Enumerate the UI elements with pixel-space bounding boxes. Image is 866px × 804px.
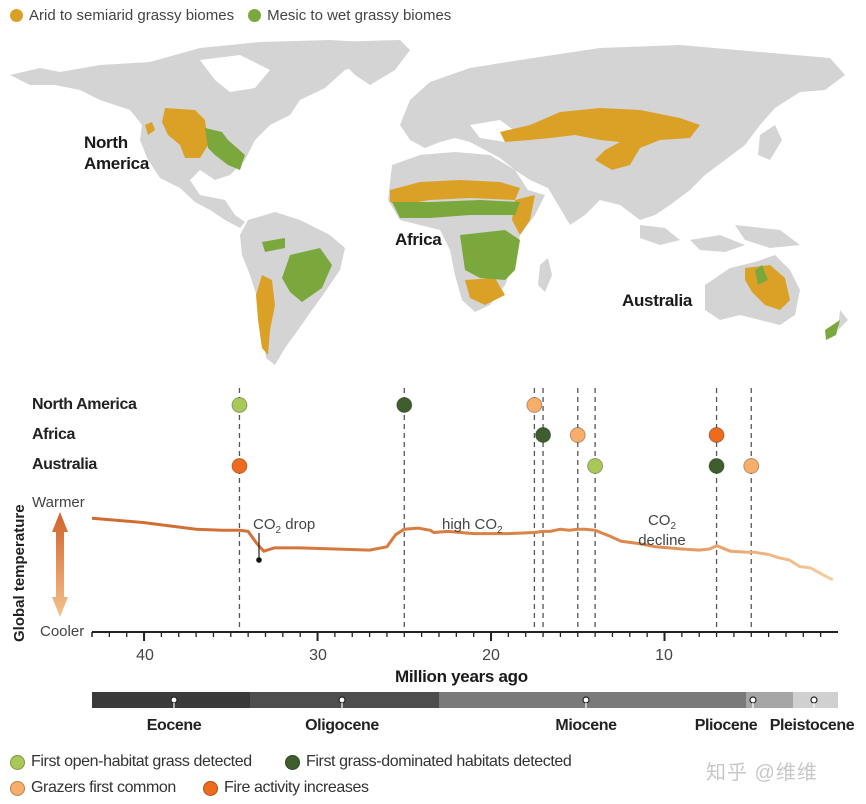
event-dot [231, 397, 248, 413]
temperature-chart [52, 388, 838, 641]
temperature-line [91, 516, 834, 582]
fire-icon [203, 780, 218, 796]
annotation-co2-decline: CO2 decline [632, 512, 692, 549]
legend-label-grazers: Grazers first common [31, 779, 176, 796]
x-tick-20: 20 [482, 647, 500, 664]
legend-label-grass-dominated: First grass-dominated habitats detected [306, 753, 572, 770]
arid-swatch-icon [10, 8, 23, 22]
mesic-biomes [205, 128, 840, 340]
event-dot [535, 427, 552, 443]
legend-item-grass-dominated: First grass-dominated habitats detected [285, 753, 572, 771]
legend-item-fire: Fire activity increases [203, 779, 369, 797]
map-legend: Arid to semiarid grassy biomes Mesic to … [10, 5, 451, 25]
map-label-africa: Africa [395, 230, 442, 249]
legend-item-grazers: Grazers first common [10, 779, 176, 797]
greenland-land [330, 40, 410, 85]
map-label-north-america-line1: North [84, 133, 128, 152]
row-label-australia: Australia [32, 456, 97, 473]
x-tick-30: 30 [309, 647, 327, 664]
event-dot [396, 397, 413, 413]
x-tick-10: 10 [655, 647, 673, 664]
open-habitat-grass-icon [10, 754, 25, 770]
annotation-co2-drop: CO2 drop [253, 516, 315, 536]
legend-label-arid: Arid to semiarid grassy biomes [29, 6, 235, 24]
annotation-high-co2: high CO2 [442, 516, 503, 536]
map-label-north-america-line2: America [84, 154, 149, 173]
legend-label-fire: Fire activity increases [224, 779, 369, 796]
arid-biomes [145, 108, 790, 355]
event-dot [526, 397, 543, 413]
world-map [10, 40, 848, 365]
event-dot [743, 458, 760, 474]
grazers-icon [10, 780, 25, 796]
x-tick-40: 40 [136, 647, 154, 664]
event-dots [231, 397, 760, 474]
event-dot [231, 458, 248, 474]
legend-item-open-habitat: First open-habitat grass detected [10, 753, 252, 771]
co2-decline-text-line2: decline [638, 532, 686, 549]
event-dot [569, 427, 586, 443]
legend-item-mesic: Mesic to wet grassy biomes [248, 7, 451, 24]
y-axis-warmer-label: Warmer [32, 494, 85, 511]
event-dot [708, 427, 725, 443]
x-axis [91, 631, 838, 641]
mesic-swatch-icon [248, 8, 262, 22]
legend-label-open-habitat: First open-habitat grass detected [31, 753, 252, 770]
co2-drop-marker [256, 557, 262, 563]
epoch-label-eocene: Eocene [146, 717, 202, 734]
map-label-north-america: North America [84, 132, 149, 174]
high-co2-text: high CO [442, 516, 498, 533]
legend-item-arid: Arid to semiarid grassy biomes [10, 7, 234, 24]
y-axis-cooler-label: Cooler [40, 623, 85, 640]
y-axis-title: Global temperature [11, 504, 28, 642]
event-dot [587, 458, 604, 474]
co2-decline-text: CO [647, 512, 671, 529]
co2-drop-text: CO [253, 516, 276, 533]
co2-drop-text-suffix: drop [281, 516, 316, 533]
co2-drop-subscript: 2 [275, 525, 282, 536]
legend-label-mesic: Mesic to wet grassy biomes [267, 6, 452, 24]
co2-decline-subscript: 2 [670, 521, 677, 532]
epoch-label-oligocene: Oligocene [305, 717, 379, 734]
event-dot [708, 458, 725, 474]
grass-dominated-icon [285, 754, 300, 770]
epoch-segment-miocene [438, 692, 747, 708]
row-label-north-america: North America [32, 396, 137, 413]
epoch-segment-pliocene [746, 692, 793, 708]
watermark: 知乎 @维维 [706, 762, 818, 784]
epoch-label-pliocene: Pliocene [694, 717, 758, 734]
epoch-label-pleistocene: Pleistocene [769, 717, 855, 734]
event-dashed-lines [238, 388, 752, 632]
row-label-africa: Africa [32, 426, 75, 443]
epoch-markers [170, 696, 818, 716]
warm-cool-arrow-icon [52, 512, 68, 617]
map-label-australia: Australia [622, 291, 693, 310]
epoch-label-miocene: Miocene [555, 717, 617, 734]
high-co2-subscript: 2 [497, 525, 503, 536]
x-axis-label: Million years ago [395, 667, 528, 686]
